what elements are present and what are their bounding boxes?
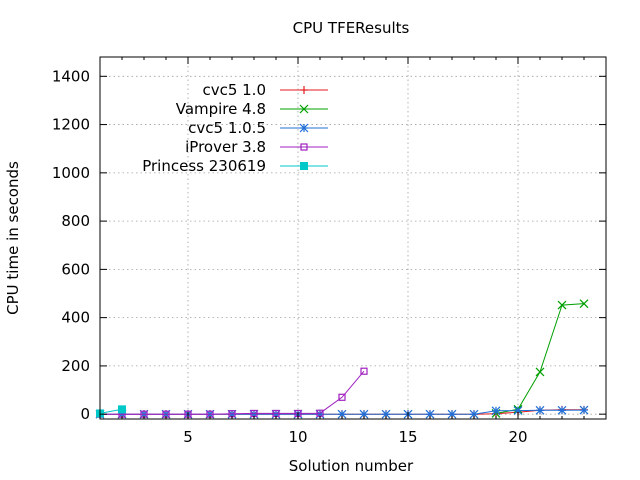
legend-entry: iProver 3.8 (185, 138, 328, 156)
legend-entry: cvc5 1.0 (202, 81, 328, 99)
y-tick-label: 1000 (52, 164, 90, 182)
y-tick-label: 1400 (52, 67, 90, 85)
y-tick-label: 400 (61, 309, 90, 327)
data-point (359, 409, 369, 419)
x-tick-label: 5 (183, 428, 193, 446)
data-point (300, 143, 308, 151)
data-point (425, 409, 435, 419)
x-tick-label: 15 (398, 428, 417, 446)
data-point (557, 300, 567, 310)
y-tick-label: 0 (80, 405, 90, 423)
data-point (535, 367, 545, 377)
y-tick-label: 1200 (52, 116, 90, 134)
data-point (337, 409, 347, 419)
series-line (495, 303, 585, 414)
legend-label: cvc5 1.0.5 (188, 119, 266, 137)
data-point (557, 405, 567, 415)
x-tick-label: 10 (288, 428, 307, 446)
legend-label: iProver 3.8 (185, 138, 266, 156)
x-tick-label: 20 (508, 428, 527, 446)
data-point (535, 405, 545, 415)
legend-label: Vampire 4.8 (176, 100, 266, 118)
y-axis-label: CPU time in seconds (4, 161, 22, 315)
data-point (579, 299, 589, 309)
data-point (360, 367, 368, 375)
data-point (300, 162, 308, 170)
legend-entry: cvc5 1.0.5 (188, 119, 328, 137)
y-tick-label: 200 (61, 357, 90, 375)
series-layer (95, 299, 589, 419)
data-point (579, 405, 589, 415)
legend-entry: Vampire 4.8 (176, 100, 328, 118)
legend-label: cvc5 1.0 (202, 81, 266, 99)
legend-entry: Princess 230619 (142, 157, 328, 175)
data-point (118, 405, 126, 414)
series-line (100, 370, 365, 415)
grid-lines (100, 57, 606, 419)
data-point (491, 406, 501, 416)
x-axis-label: Solution number (289, 457, 414, 475)
y-tick-label: 800 (61, 212, 90, 230)
axis-ticks: 0 200 400 600 800 1000 1200 1400 5 10 15 20 (52, 57, 607, 446)
plot-frame (99, 56, 607, 420)
data-point (300, 86, 308, 94)
data-point (338, 393, 346, 401)
data-point (299, 104, 309, 114)
data-point (447, 409, 457, 419)
chart-title: CPU TFEResults (293, 19, 410, 37)
series-3 (96, 367, 368, 418)
data-point (469, 409, 479, 419)
data-point (299, 123, 309, 133)
y-tick-label: 600 (61, 260, 90, 278)
legend-label: Princess 230619 (142, 157, 266, 175)
